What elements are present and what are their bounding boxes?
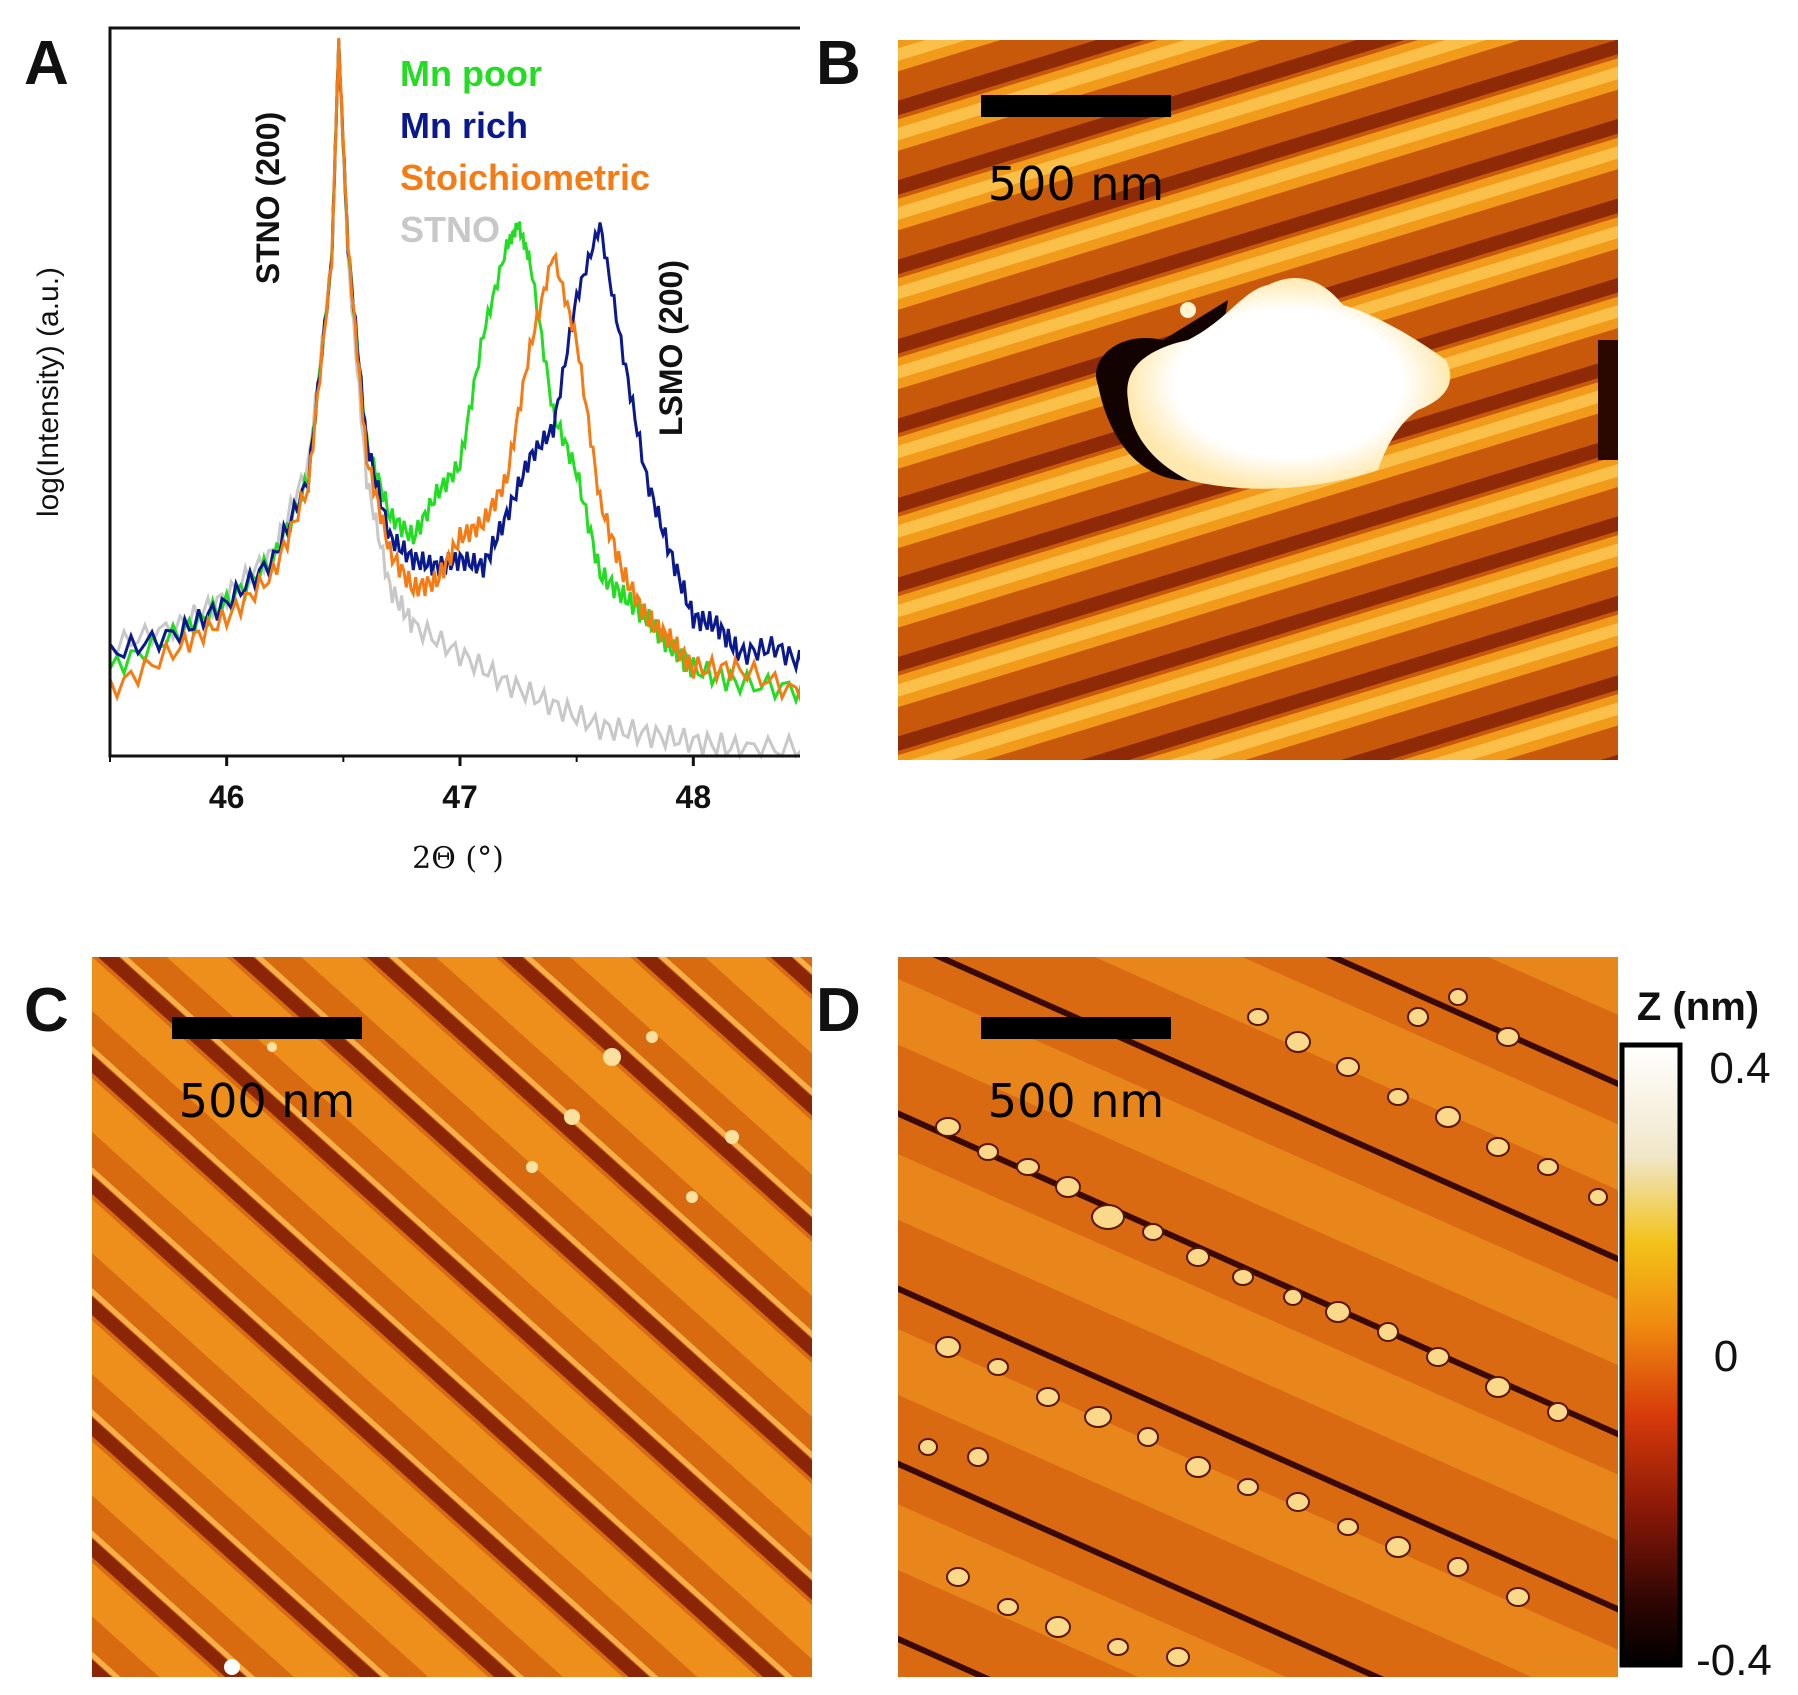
legend-entry-stno: STNO	[400, 209, 500, 250]
scale-bar-b	[981, 95, 1171, 117]
x-axis-label: 2Θ (°)	[412, 841, 504, 876]
legend-entry-stoichiometric: Stoichiometric	[400, 157, 650, 198]
afm-image-b: 500 nm	[898, 40, 1618, 760]
afm-image-d: 500 nm	[898, 957, 1618, 1677]
panel-label-c: C	[24, 976, 69, 1045]
colorbar-gradient	[1619, 1042, 1683, 1668]
x-tick-label: 48	[676, 779, 712, 815]
legend-entry-mn-poor: Mn poor	[400, 53, 542, 94]
y-axis-label: log(Intensity) (a.u.)	[32, 267, 65, 517]
scale-bar-label-b: 500 nm	[988, 157, 1164, 211]
x-tick-label: 46	[209, 779, 245, 815]
scale-bar-d	[981, 1017, 1171, 1039]
xrd-chart: 46 47 48 Mn poor Mn rich Stoichiometric STNO …	[32, 26, 800, 876]
panel-label-b: B	[816, 29, 861, 98]
scale-bar-label-c: 500 nm	[179, 1074, 355, 1128]
islands-d	[918, 988, 1608, 1667]
peak-label-stno: STNO (200)	[250, 112, 286, 284]
colorbar-max-label: 0.4	[1709, 1044, 1770, 1093]
afm-image-c: 500 nm	[92, 957, 812, 1677]
particles-c	[224, 1031, 739, 1675]
colorbar-title: Z (nm)	[1637, 985, 1759, 1029]
legend-entry-mn-rich: Mn rich	[400, 105, 528, 146]
legend: Mn poor Mn rich Stoichiometric STNO	[400, 53, 650, 250]
afm-surface-c	[92, 957, 812, 1677]
afm-hole	[1127, 277, 1451, 489]
scale-bar-label-d: 500 nm	[988, 1074, 1164, 1128]
series-group	[108, 38, 800, 761]
colorbar-min-label: -0.4	[1696, 1636, 1772, 1685]
panel-label-d: D	[816, 976, 861, 1045]
colorbar: Z (nm) 0.4 0 -0.4	[1619, 985, 1772, 1685]
series-line-stoichiometric	[108, 38, 800, 703]
panel-label-a: A	[24, 29, 69, 98]
x-ticks: 46 47 48	[109, 756, 712, 815]
series-line-stno	[108, 40, 800, 761]
colorbar-mid-label: 0	[1714, 1332, 1738, 1381]
afm-surface-d	[898, 957, 1618, 1677]
scale-bar-c	[172, 1017, 362, 1039]
x-tick-label: 47	[442, 779, 478, 815]
peak-label-lsmo: LSMO (200)	[653, 260, 689, 436]
